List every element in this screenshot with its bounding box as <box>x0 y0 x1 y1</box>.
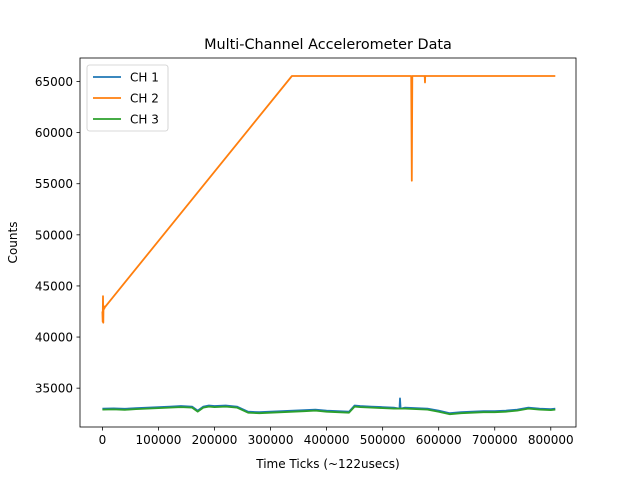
x-tick-label: 500000 <box>360 433 406 447</box>
series-line-ch-3 <box>102 405 556 416</box>
x-tick-label: 200000 <box>192 433 238 447</box>
plot-frame <box>79 57 577 428</box>
y-tick-label: 50000 <box>35 228 73 242</box>
y-tick-label: 65000 <box>35 75 73 89</box>
x-tick-label: 100000 <box>136 433 182 447</box>
legend-label-ch-1: CH 1 <box>130 71 159 85</box>
y-axis-label: Counts <box>6 222 20 264</box>
x-axis-label: Time Ticks (~122usecs) <box>255 457 400 471</box>
legend-box <box>86 64 169 132</box>
x-tick-label: 300000 <box>248 433 294 447</box>
x-tick-label: 700000 <box>472 433 518 447</box>
y-tick-label: 60000 <box>35 126 73 140</box>
legend-label-ch-3: CH 3 <box>130 113 159 127</box>
y-tick-label: 45000 <box>35 279 73 293</box>
y-tick-label: 40000 <box>35 331 73 345</box>
x-tick-label: 600000 <box>416 433 462 447</box>
series-line-ch-2 <box>101 75 556 324</box>
chart-title: Multi-Channel Accelerometer Data <box>204 37 452 53</box>
x-tick-label: 400000 <box>304 433 350 447</box>
y-tick-label: 35000 <box>35 382 73 396</box>
series-layer <box>101 75 556 416</box>
series-line-ch-1 <box>102 397 556 415</box>
x-tick-label: 0 <box>99 433 107 447</box>
tick-layer: 0 100000 200000 300000 400000 500000 600000 700… <box>35 75 574 447</box>
legend: CH 1 CH 2 CH 3 <box>86 64 169 132</box>
legend-label-ch-2: CH 2 <box>130 92 159 106</box>
y-tick-label: 55000 <box>35 177 73 191</box>
x-tick-label: 800000 <box>528 433 574 447</box>
